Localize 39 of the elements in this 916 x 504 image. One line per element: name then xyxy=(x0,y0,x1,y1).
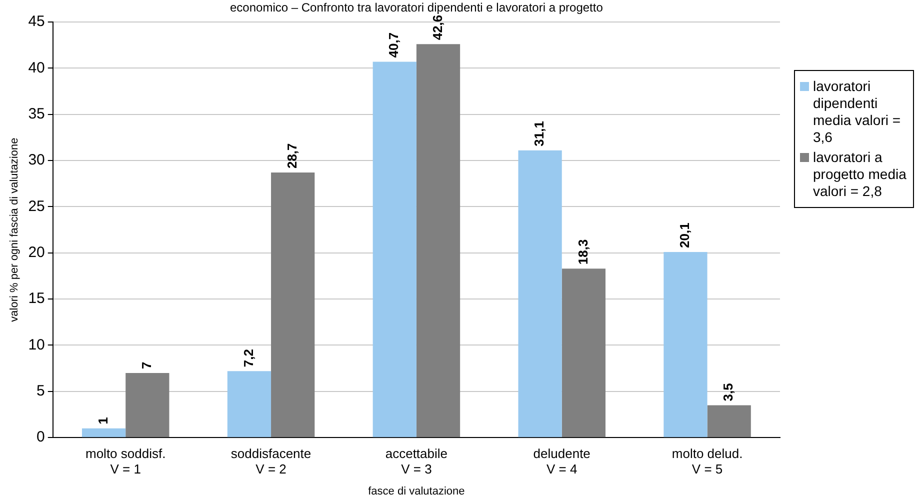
y-tick-label: 10 xyxy=(28,336,45,354)
x-axis-title: fasce di valutazione xyxy=(368,485,465,498)
bar xyxy=(82,428,126,438)
x-tick-label: deludente V = 4 xyxy=(533,446,590,477)
bar xyxy=(271,172,315,438)
data-label: 20,1 xyxy=(677,222,692,248)
bar xyxy=(126,372,170,438)
x-tick-label: soddisfacente V = 2 xyxy=(230,446,312,477)
bar xyxy=(562,268,606,438)
bar xyxy=(518,150,562,438)
bar xyxy=(664,252,708,438)
y-tick-label: 5 xyxy=(36,382,45,400)
data-label: 7 xyxy=(138,362,154,369)
x-tick-label: molto soddisf. V = 1 xyxy=(85,446,166,477)
y-tick-label: 30 xyxy=(28,152,45,169)
data-label: 7,2 xyxy=(240,349,256,368)
data-label: 3,5 xyxy=(720,383,736,402)
y-axis-title: valori % per ogni fascia di valutazione xyxy=(8,138,21,322)
data-label: 18,3 xyxy=(575,239,590,265)
y-tick-label: 15 xyxy=(28,290,45,308)
y-tick-label: 45 xyxy=(28,13,45,30)
x-tick-label: accettabile V = 3 xyxy=(385,446,448,477)
bar xyxy=(416,44,460,438)
y-tick-label: 40 xyxy=(28,59,45,76)
legend-label: lavoratori a progetto media valori = 2,8 xyxy=(813,149,908,200)
data-label: 40,7 xyxy=(386,32,402,58)
data-label: 28,7 xyxy=(284,143,300,169)
bar xyxy=(372,62,416,438)
bar xyxy=(227,371,272,438)
x-tick-label: molto delud. V = 5 xyxy=(672,446,743,477)
y-tick-label: 20 xyxy=(28,244,45,262)
y-tick-label: 35 xyxy=(28,105,45,122)
data-label: 1 xyxy=(95,417,110,424)
y-tick-label: 0 xyxy=(36,428,45,446)
data-label: 31,1 xyxy=(532,121,547,146)
y-tick-label: 25 xyxy=(28,198,45,215)
chart-title: economico – Confronto tra lavoratori dipendenti e lavoratori a progetto xyxy=(230,0,604,14)
bar xyxy=(707,405,751,438)
data-label: 42,6 xyxy=(430,14,445,40)
